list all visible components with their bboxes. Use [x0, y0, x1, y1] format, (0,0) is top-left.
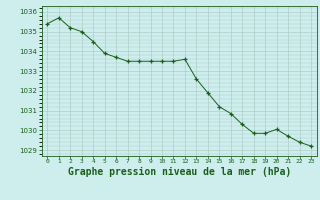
- X-axis label: Graphe pression niveau de la mer (hPa): Graphe pression niveau de la mer (hPa): [68, 167, 291, 177]
